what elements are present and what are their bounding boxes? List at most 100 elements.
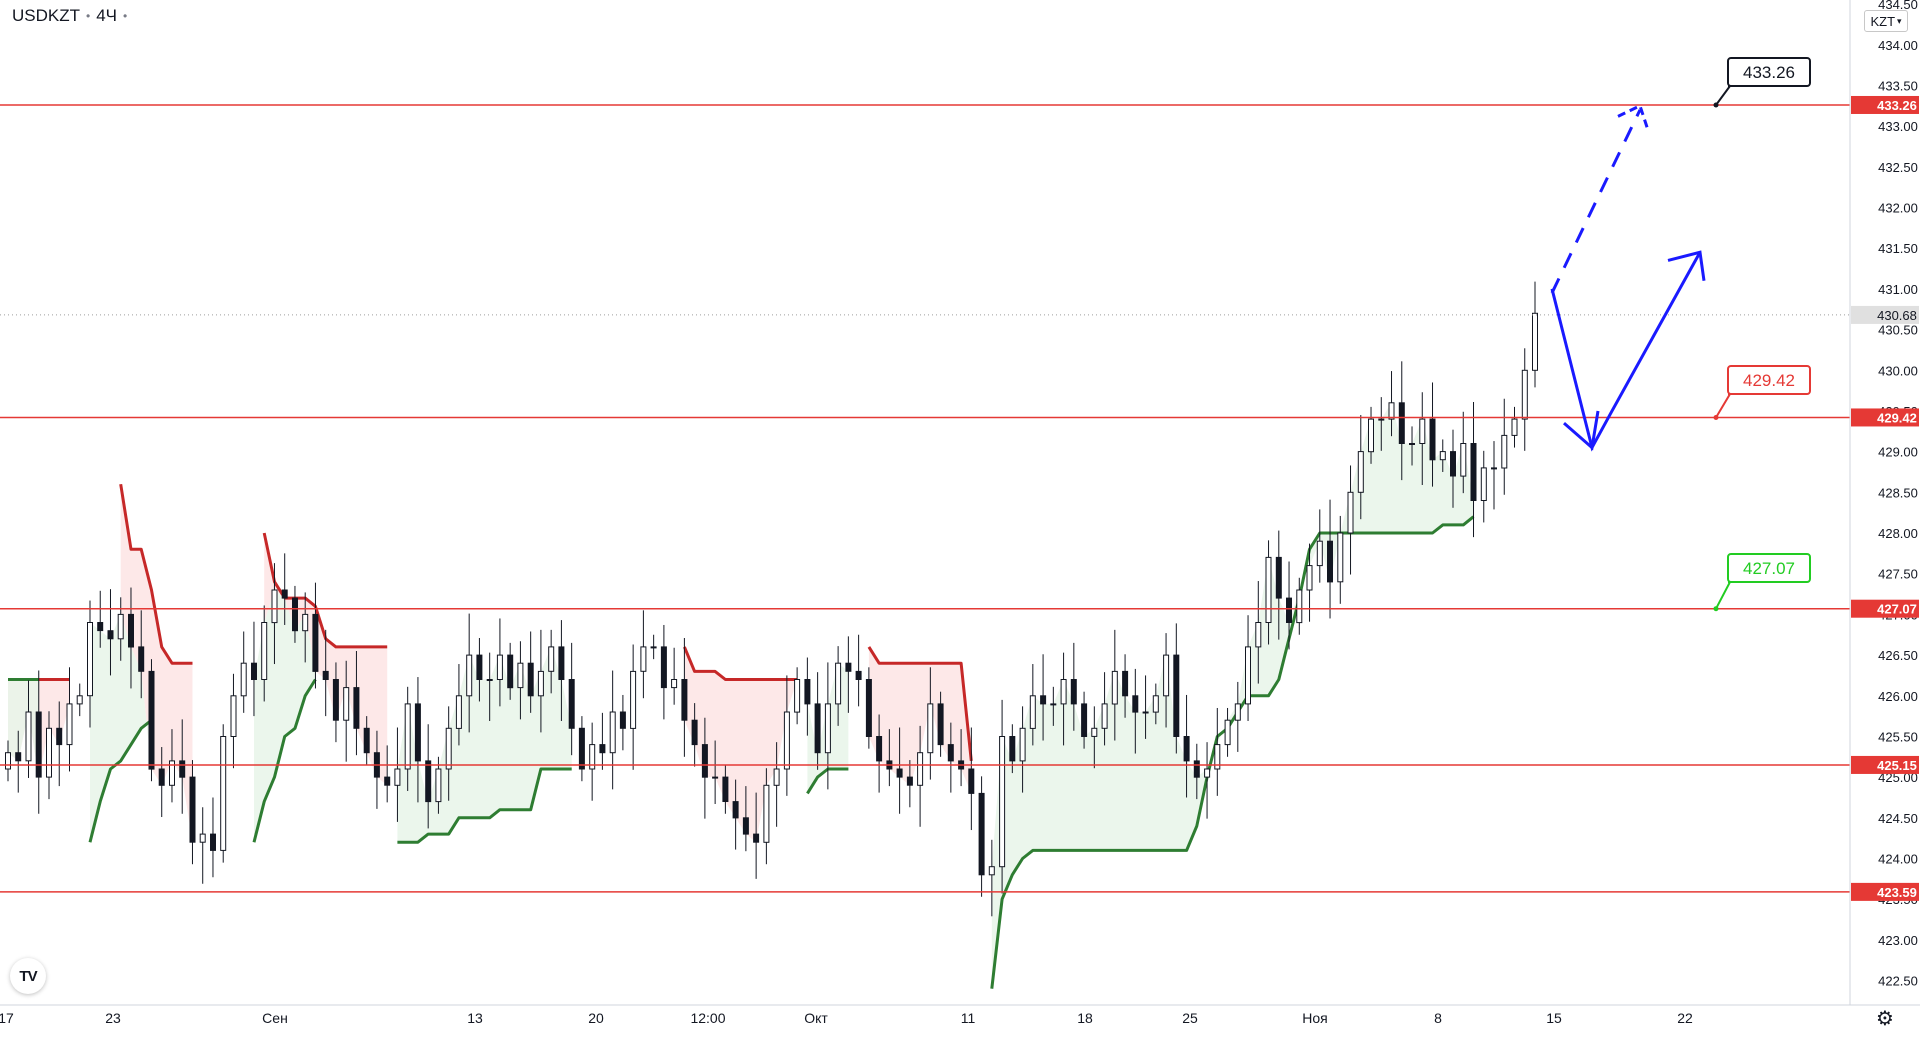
supertrend-down-fill	[684, 646, 798, 843]
candle-body	[158, 768, 165, 786]
price-tick-label: 434.00	[1878, 38, 1918, 53]
candle-body	[845, 662, 852, 672]
candle-body	[722, 776, 729, 802]
candle-body	[107, 630, 114, 640]
candle-body	[968, 768, 975, 794]
supertrend-down-fill	[120, 484, 193, 843]
candle-body	[701, 744, 708, 778]
candle-body	[1204, 768, 1211, 778]
price-tick-label: 422.50	[1878, 974, 1918, 989]
supertrend-up-fill	[991, 402, 1474, 989]
supertrend-up-line	[397, 767, 572, 844]
candle-body	[138, 646, 145, 672]
candle-body	[425, 760, 432, 803]
candle-body	[363, 727, 370, 754]
candle-body	[394, 768, 401, 786]
time-tick-label: 20	[588, 1010, 604, 1026]
candle-body	[189, 776, 196, 843]
candle-body	[1511, 418, 1518, 436]
price-tick-label: 432.00	[1878, 201, 1918, 216]
logo-text: TV	[19, 967, 37, 985]
time-axis[interactable]: 17 23 Сен 13 20 12:00 Окт 11 18 25 Ноя 8 15 22	[0, 1004, 1920, 1042]
candle-body	[763, 784, 770, 843]
badge-bg	[1851, 599, 1919, 618]
candle-body	[414, 703, 421, 762]
plot-area[interactable]: 433.26 429.42 427.07	[0, 57, 1850, 989]
badge-text: 429.42	[1877, 410, 1917, 425]
time-tick-label: 11	[961, 1010, 976, 1026]
separator-dot: •	[86, 9, 91, 23]
candle-body	[46, 727, 52, 778]
callout-pointer	[1715, 393, 1732, 418]
gear-icon[interactable]: ⚙	[1876, 1008, 1894, 1030]
supertrend-up-line	[88, 719, 153, 843]
price-tick-label: 428.50	[1878, 485, 1918, 500]
symbol-name[interactable]: USDKZT	[12, 6, 80, 25]
price-tick-label: 427.50	[1878, 567, 1918, 582]
callout-text: 429.42	[1743, 371, 1795, 390]
candle-body	[1060, 679, 1067, 705]
price-callout[interactable]: 429.42	[1713, 365, 1811, 420]
candle-body	[1101, 703, 1108, 729]
badge-text: 425.15	[1877, 758, 1917, 773]
price-callout[interactable]: 427.07	[1713, 553, 1811, 612]
callout-text: 427.07	[1743, 559, 1795, 578]
candle-body	[496, 654, 503, 680]
candle-body	[835, 662, 842, 705]
candle-body	[230, 695, 237, 737]
candle-body	[281, 589, 288, 599]
candle-body	[261, 622, 268, 680]
supertrend-down-line	[867, 646, 973, 762]
candle-body	[117, 613, 124, 640]
symbol-header[interactable]: USDKZT • 4Ч •	[12, 6, 127, 26]
callout-pointer	[1715, 581, 1732, 610]
candle-body	[947, 744, 954, 762]
candle-body	[517, 662, 524, 689]
candle-body	[1214, 744, 1221, 770]
candle-body	[210, 833, 216, 851]
callout-box	[1727, 553, 1811, 583]
candle-body	[179, 760, 186, 778]
candle-body	[220, 736, 227, 851]
candle-body	[322, 670, 329, 681]
candle-body	[681, 679, 688, 721]
candle-body	[312, 613, 319, 672]
candle-body	[1347, 491, 1354, 534]
interval-label[interactable]: 4Ч	[96, 6, 117, 25]
candle-body	[302, 613, 309, 632]
supertrend-down-fill	[868, 646, 972, 794]
supertrend-up-line	[252, 678, 317, 843]
price-level-badge: 433.26	[1851, 95, 1919, 114]
candle-body	[876, 736, 883, 762]
time-tick-label: 12:00	[690, 1010, 725, 1026]
candle-body	[445, 727, 452, 770]
candle-body	[589, 744, 596, 770]
candle-body	[896, 768, 903, 778]
candle-body	[169, 760, 175, 786]
price-axis[interactable]: 434.50 434.00 433.50 433.00 432.50 432.00 431.…	[1849, 0, 1920, 1042]
candle-body	[1193, 760, 1200, 778]
tradingview-logo-icon[interactable]: TV	[10, 958, 46, 994]
price-level-badge: 423.59	[1851, 882, 1919, 901]
candle-body	[76, 695, 83, 705]
candle-body	[97, 622, 104, 632]
candle-body	[1378, 418, 1385, 421]
candle-body	[558, 646, 565, 681]
candle-body	[937, 703, 944, 746]
currency-selector[interactable]: KZT ▾	[1864, 10, 1908, 32]
supertrend-up-fill	[254, 590, 316, 843]
candle-body	[486, 679, 493, 681]
price-callout[interactable]: 433.26	[1713, 57, 1811, 108]
candle-body	[1357, 451, 1364, 493]
candle-body	[742, 817, 749, 835]
candle-body	[1183, 736, 1190, 762]
candle-body	[527, 662, 534, 697]
separator-dot: •	[123, 9, 128, 23]
candle-body	[1111, 670, 1118, 705]
candle-body	[1265, 556, 1272, 624]
candle-body	[906, 776, 913, 786]
time-tick-label: 17	[0, 1010, 14, 1026]
time-tick-label: 22	[1677, 1010, 1693, 1026]
supertrend-down-line	[119, 483, 193, 665]
